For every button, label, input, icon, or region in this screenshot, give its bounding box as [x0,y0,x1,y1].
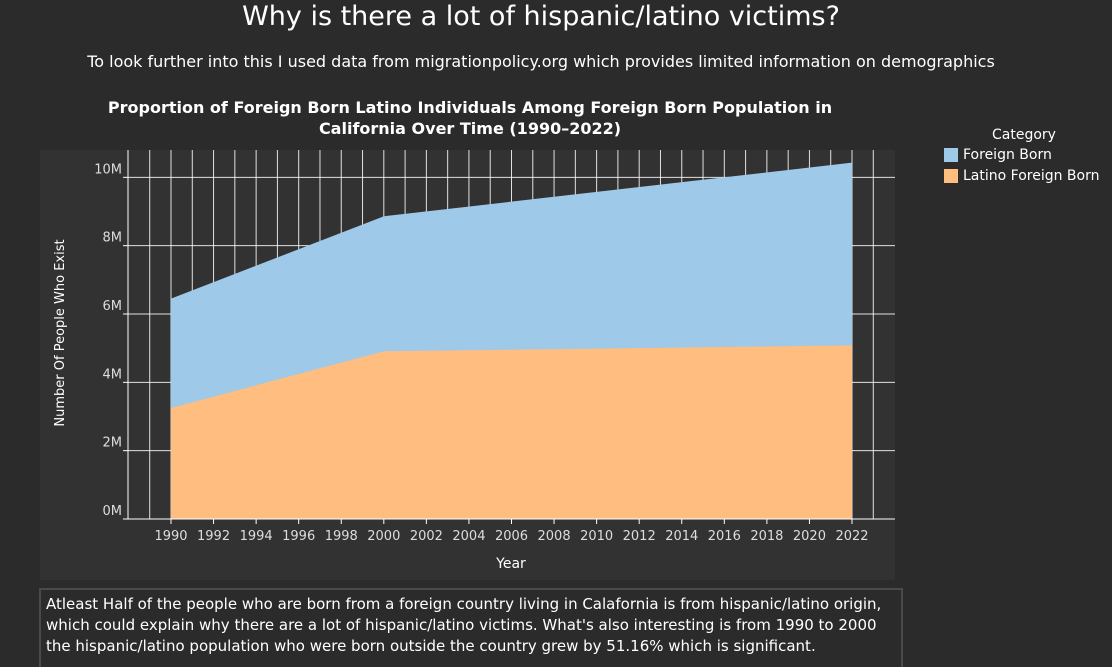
x-tick-label: 2002 [410,529,443,544]
x-tick-label: 1996 [282,529,315,544]
x-tick-label: 2014 [665,529,698,544]
x-tick-label: 1990 [154,529,187,544]
y-tick-label: 2M [103,436,123,451]
x-tick-label: 2006 [495,529,528,544]
page-subtitle: To look further into this I used data fr… [87,52,995,71]
legend-item-latino-foreign-born[interactable]: Latino Foreign Born [944,165,1109,186]
x-tick-label: 2016 [708,529,741,544]
area-layer [171,162,852,519]
y-tick-label: 6M [103,299,123,314]
axis-layer: 0M 2M 4M 6M 8M 10M 1990 1992 1994 1996 1998 2000 200… [94,150,895,544]
legend-label: Foreign Born [963,146,1052,163]
y-tick-label: 4M [103,367,123,382]
y-tick-label: 8M [103,231,123,246]
legend: Category Foreign Born Latino Foreign Bor… [944,126,1109,186]
x-tick-label: 2012 [623,529,656,544]
x-tick-label: 2008 [538,529,571,544]
legend-swatch-foreign-born [944,147,958,162]
x-tick-label: 2022 [835,529,868,544]
x-tick-label: 2000 [367,529,400,544]
x-tick-label: 2004 [452,529,485,544]
legend-label: Latino Foreign Born [963,167,1100,184]
page-title: Why is there a lot of hispanic/latino vi… [242,1,840,32]
x-tick-label: 1992 [197,529,230,544]
x-axis-title: Year [495,556,526,572]
legend-item-foreign-born[interactable]: Foreign Born [944,144,1109,165]
x-tick-label: 1998 [325,529,358,544]
y-tick-label: 0M [103,504,123,519]
analysis-note: Atleast Half of the people who are born … [39,588,903,667]
y-axis-title: Number Of People Who Exist [53,239,68,426]
legend-title: Category [992,127,1056,143]
y-tick-label: 10M [94,162,122,177]
x-tick-label: 1994 [240,529,273,544]
x-tick-label: 2010 [580,529,613,544]
chart-title: Proportion of Foreign Born Latino Indivi… [107,98,833,138]
series-area-latino-foreign-born[interactable] [171,345,852,519]
x-tick-label: 2018 [750,529,783,544]
x-tick-label: 2020 [793,529,826,544]
legend-swatch-latino-foreign-born [944,168,958,183]
